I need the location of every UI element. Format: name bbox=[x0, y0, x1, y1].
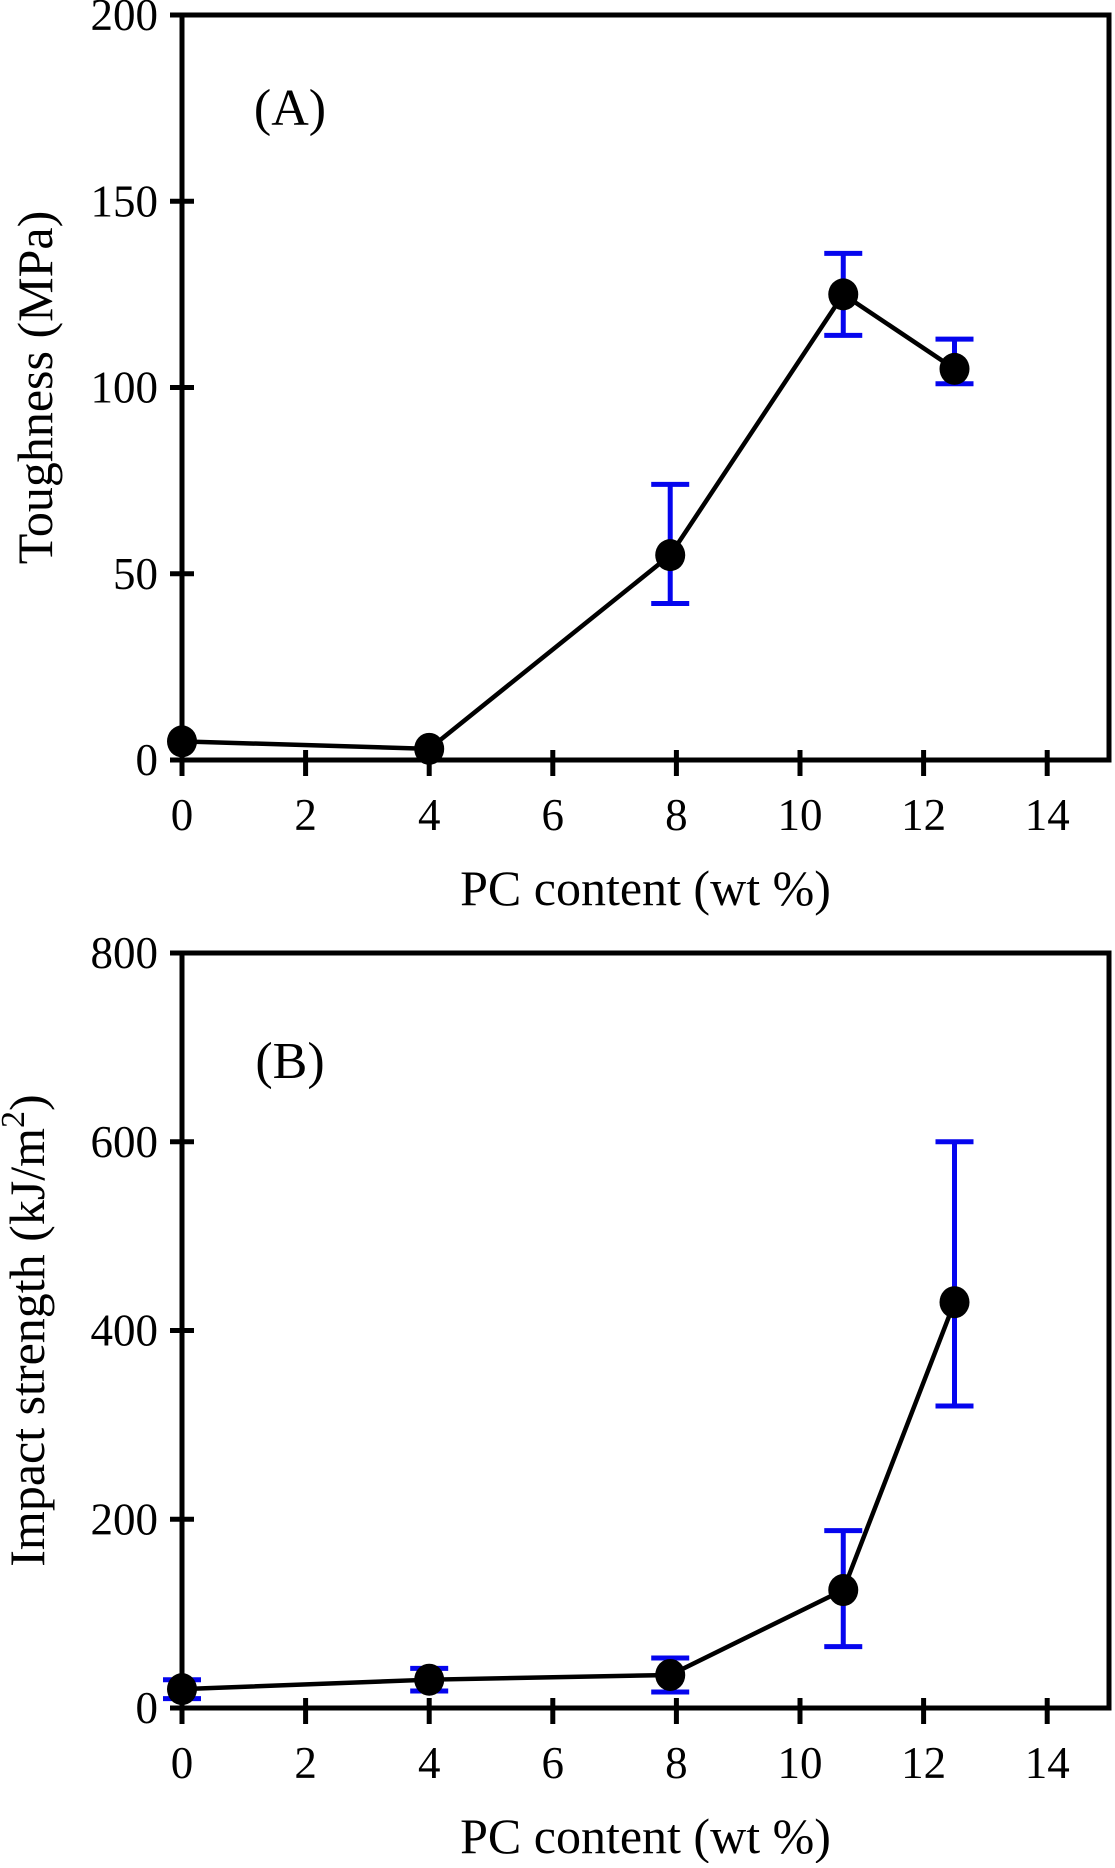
x-tick-label: 10 bbox=[778, 790, 823, 840]
x-tick-label: 0 bbox=[171, 790, 194, 840]
panel-label: (B) bbox=[255, 1033, 324, 1090]
y-tick-label: 200 bbox=[91, 1494, 159, 1544]
x-tick-label: 2 bbox=[294, 790, 317, 840]
x-axis-label: PC content (wt %) bbox=[460, 1808, 831, 1863]
data-point bbox=[655, 1658, 686, 1691]
data-point bbox=[167, 725, 197, 758]
data-point bbox=[414, 1663, 445, 1696]
y-tick-label: 0 bbox=[136, 1683, 159, 1733]
error-bar bbox=[935, 1139, 974, 1409]
x-tick-label: 14 bbox=[1025, 790, 1070, 840]
x-tick-label: 12 bbox=[901, 790, 946, 840]
x-tick-label: 2 bbox=[294, 1738, 317, 1788]
x-tick-label: 6 bbox=[542, 790, 565, 840]
data-point bbox=[414, 732, 445, 765]
data-point bbox=[167, 1673, 197, 1706]
x-tick-label: 6 bbox=[542, 1738, 565, 1788]
x-axis-label: PC content (wt %) bbox=[460, 860, 831, 916]
y-tick-label: 800 bbox=[91, 928, 159, 978]
x-tick-label: 12 bbox=[901, 1738, 946, 1788]
x-tick-label: 0 bbox=[171, 1738, 194, 1788]
data-point bbox=[828, 1574, 859, 1607]
y-tick-label: 400 bbox=[91, 1306, 159, 1356]
x-tick-label: 4 bbox=[418, 1738, 441, 1788]
y-axis-label: Impact strength (kJ/m2) bbox=[0, 1094, 55, 1566]
x-tick-label: 4 bbox=[418, 790, 441, 840]
x-tick-label: 8 bbox=[665, 1738, 688, 1788]
y-tick-label: 0 bbox=[136, 735, 159, 785]
panel-label: (A) bbox=[254, 80, 326, 137]
y-tick-label: 600 bbox=[91, 1117, 159, 1167]
data-point bbox=[655, 539, 686, 572]
y-tick-label: 150 bbox=[91, 176, 159, 226]
y-axis-label: Toughness (MPa) bbox=[7, 211, 63, 564]
data-point bbox=[939, 1286, 970, 1319]
y-tick-label: 50 bbox=[113, 549, 158, 599]
panel-b: 0 2 4 6 8 10 12 14 0 200 400 600 800 PC content (wt %… bbox=[0, 928, 1112, 1864]
y-tick-label: 100 bbox=[91, 363, 159, 413]
x-tick-label: 14 bbox=[1025, 1738, 1070, 1788]
data-point bbox=[828, 278, 859, 311]
y-tick-label: 200 bbox=[91, 0, 159, 40]
x-tick-label: 8 bbox=[665, 790, 688, 840]
data-line bbox=[181, 291, 956, 752]
panel-a: 0 2 4 6 8 10 12 14 0 50 100 150 200 PC content (wt %)… bbox=[7, 0, 1112, 916]
x-tick-label: 10 bbox=[778, 1738, 823, 1788]
data-point bbox=[939, 352, 970, 385]
data-line bbox=[181, 1301, 957, 1692]
